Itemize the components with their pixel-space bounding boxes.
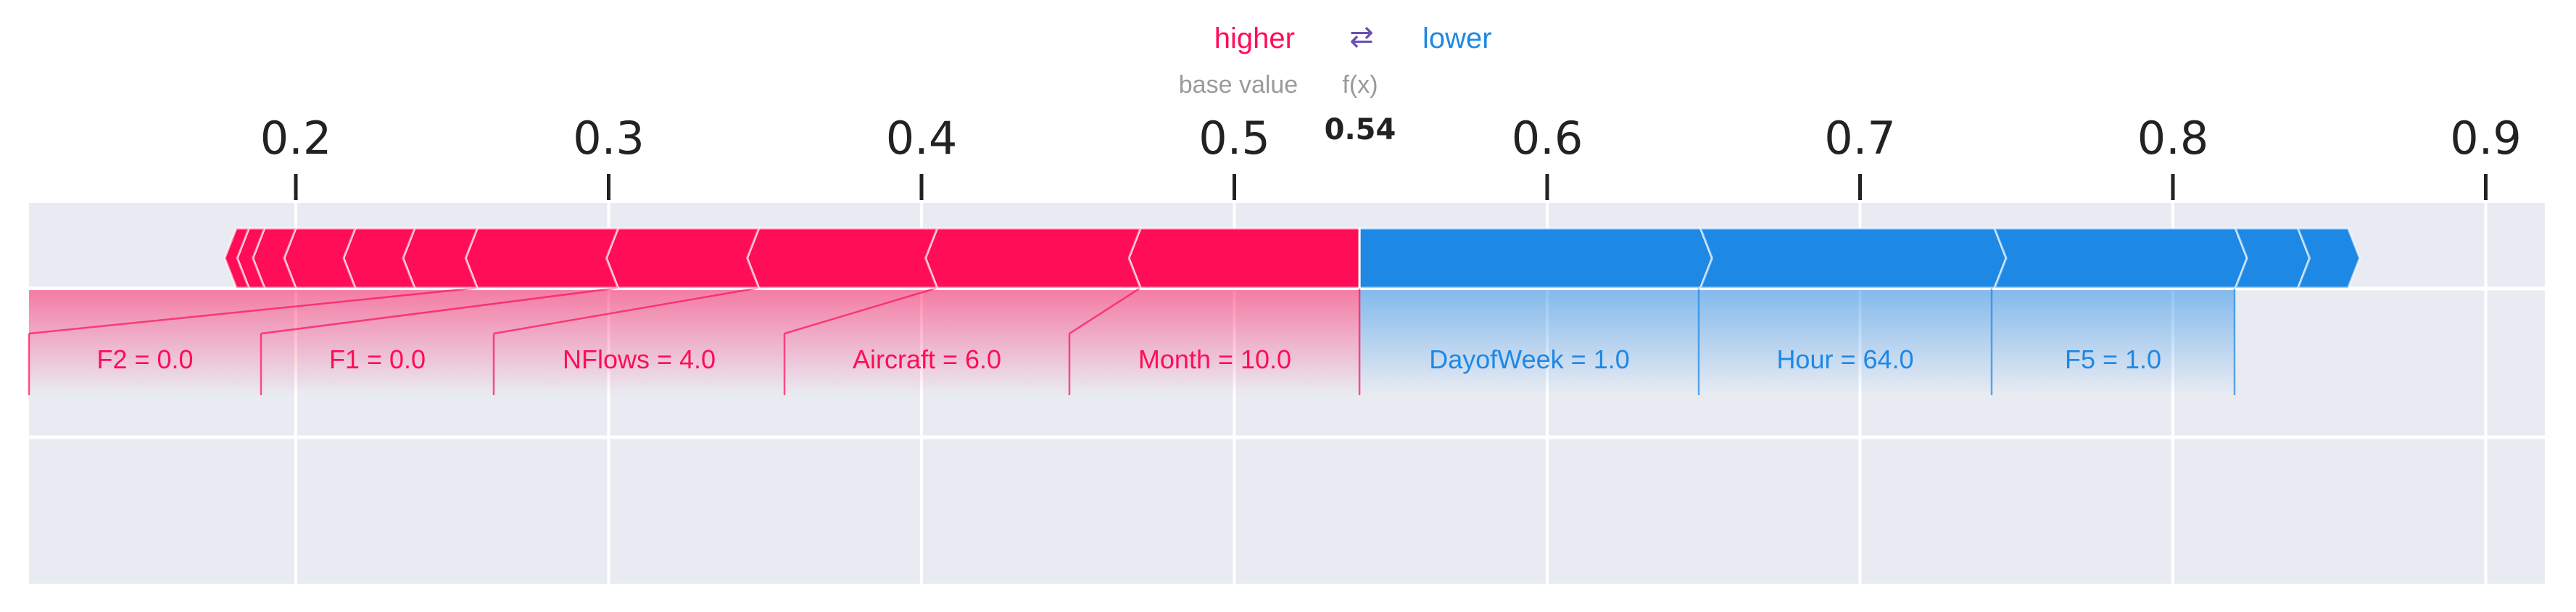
positive-feature-label-0: Month = 10.0 (1138, 344, 1291, 374)
negative-bar-2 (1992, 227, 2248, 289)
positive-feature-label-3: F1 = 0.0 (329, 344, 426, 374)
negative-feature-label-2: F5 = 1.0 (2065, 344, 2161, 374)
positive-bar-1 (924, 227, 1143, 289)
positive-connector-3 (260, 286, 618, 335)
positive-bar-2 (746, 227, 939, 289)
positive-connector-1 (784, 286, 937, 335)
positive-bar-3 (605, 227, 761, 289)
tick-label-5: 0.7 (1824, 112, 1896, 165)
negative-feature-label-0: DayofWeek = 1.0 (1429, 344, 1630, 374)
tick-label-1: 0.3 (573, 112, 645, 165)
tick-label-7: 0.9 (2450, 112, 2522, 165)
fx-value: 0.54 (1325, 113, 1396, 146)
tick-label-3: 0.5 (1198, 112, 1270, 165)
legend-lower: lower (1422, 22, 1492, 54)
tick-label-0: 0.2 (260, 112, 332, 165)
positive-feature-label-4: F2 = 0.0 (96, 344, 193, 374)
positive-bar-0 (1127, 227, 1361, 289)
negative-bar-0 (1358, 227, 1714, 289)
negative-feature-label-1: Hour = 64.0 (1776, 344, 1913, 374)
legend-arrow-icon: ⇄ (1349, 21, 1374, 53)
fx-label: f(x) (1342, 71, 1378, 99)
positive-bar-5 (402, 227, 479, 289)
positive-feature-label-1: Aircraft = 6.0 (853, 344, 1001, 374)
legend-higher: higher (1214, 22, 1295, 54)
positive-connector-4 (28, 286, 478, 335)
tick-label-4: 0.6 (1512, 112, 1583, 165)
feature-label-area: Month = 10.0 Aircraft = 6.0 NFlows = 4.0 F1… (28, 286, 2236, 395)
force-bars (223, 227, 2361, 289)
tick-label-2: 0.4 (886, 112, 958, 165)
negative-bar-4 (2296, 227, 2361, 289)
tick-label-6: 0.8 (2137, 112, 2209, 165)
base-value-label: base value (1179, 71, 1298, 99)
positive-label-band (29, 290, 1360, 395)
positive-bar-6 (342, 227, 417, 289)
negative-label-band (1359, 290, 2235, 395)
positive-connector-2 (493, 286, 759, 335)
positive-connector-0 (1069, 286, 1141, 335)
negative-bar-1 (1699, 227, 2008, 289)
positive-bar-4 (464, 227, 620, 289)
positive-feature-label-2: NFlows = 4.0 (563, 344, 716, 374)
positive-bar-10 (223, 227, 251, 289)
negative-bar-3 (2234, 227, 2311, 289)
x-axis: 0.2 0.3 0.4 0.5 0.6 0.7 0.8 0.9 (260, 112, 2522, 200)
positive-bar-7 (283, 227, 357, 289)
